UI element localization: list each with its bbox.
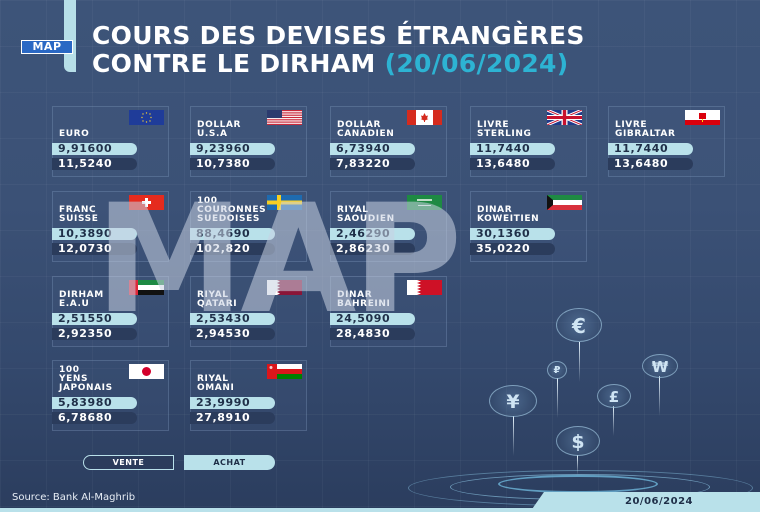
achat-value: 10,3890 xyxy=(52,228,137,240)
currency-card-riyal-omani: RIYAL OMANI 23,9990 27,8910 xyxy=(190,360,307,431)
source-label: Source: Bank Al-Maghrib xyxy=(12,492,136,503)
vente-value: 35,0220 xyxy=(470,243,555,255)
qatar-flag-icon xyxy=(267,280,302,295)
coin-stem xyxy=(557,378,558,418)
currency-card-couronnes-suedoises: 100 COURONNES SUEDOISES 88,4690 102,820 xyxy=(190,191,307,262)
map-logo: MAP xyxy=(21,40,73,54)
title-date: (20/06/2024) xyxy=(384,49,569,78)
achat-value: 11,7440 xyxy=(470,143,555,155)
coin-stem xyxy=(613,406,614,436)
vente-value: 7,83220 xyxy=(330,158,415,170)
usa-flag-icon xyxy=(267,110,302,125)
coin-stem xyxy=(577,455,578,475)
sweden-flag-icon xyxy=(267,195,302,210)
vente-value: 2,86230 xyxy=(330,243,415,255)
currency-name: RIYAL SAOUDIEN xyxy=(337,205,395,224)
achat-value: 23,9990 xyxy=(190,397,275,409)
footer-date: 20/06/2024 xyxy=(530,492,760,512)
currency-card-riyal-saoudien: RIYAL SAOUDIEN 2,46290 2,86230 xyxy=(330,191,447,262)
won-coin-icon: ₩ xyxy=(642,354,678,378)
japan-flag-icon xyxy=(129,364,164,379)
title-line-2-text: CONTRE LE DIRHAM xyxy=(92,49,376,78)
vente-value: 2,94530 xyxy=(190,328,275,340)
currency-card-dinar-bahreini: DINAR BAHREINI 24,5090 28,4830 xyxy=(330,276,447,347)
vente-value: 11,5240 xyxy=(52,158,137,170)
legend-achat: ACHAT xyxy=(184,455,275,470)
coin-stem xyxy=(579,342,580,382)
achat-value: 5,83980 xyxy=(52,397,137,409)
page-title: COURS DES DEVISES ÉTRANGÈRES CONTRE LE D… xyxy=(92,22,585,78)
currency-card-riyal-qatari: RIYAL QATARI 2,53430 2,94530 xyxy=(190,276,307,347)
currency-name: RIYAL QATARI xyxy=(197,290,238,309)
vente-value: 27,8910 xyxy=(190,412,275,424)
currency-name: 100 COURONNES SUEDOISES xyxy=(197,196,267,224)
achat-value: 2,46290 xyxy=(330,228,415,240)
currency-card-dinar-koweitien: DINAR KOWEITIEN 30,1360 35,0220 xyxy=(470,191,587,262)
vente-value: 2,92350 xyxy=(52,328,137,340)
bahrain-flag-icon xyxy=(407,280,442,295)
achat-value: 2,53430 xyxy=(190,313,275,325)
currency-name: DINAR BAHREINI xyxy=(337,290,391,309)
currency-card-dollar-usa: DOLLAR U.S.A 9,23960 10,7380 xyxy=(190,106,307,177)
currency-card-dirham-eau: DIRHAM E.A.U 2,51550 2,92350 xyxy=(52,276,169,347)
currency-name: FRANC SUISSE xyxy=(59,205,99,224)
title-line-1: COURS DES DEVISES ÉTRANGÈRES xyxy=(92,21,585,50)
kuwait-flag-icon xyxy=(547,195,582,210)
vente-value: 12,0730 xyxy=(52,243,137,255)
currency-name: RIYAL OMANI xyxy=(197,374,235,393)
dollar-coin-icon: $ xyxy=(556,426,600,456)
achat-value: 88,4690 xyxy=(190,228,275,240)
header-accent-bar xyxy=(64,0,76,72)
achat-value: 9,91600 xyxy=(52,143,137,155)
currency-card-livre-sterling: LIVRE STERLING 11,7440 13,6480 xyxy=(470,106,587,177)
title-line-2: CONTRE LE DIRHAM (20/06/2024) xyxy=(92,50,585,78)
oman-flag-icon xyxy=(267,364,302,379)
platform-ring-inner xyxy=(498,475,658,493)
euro-coin-icon: € xyxy=(556,308,602,342)
switzerland-flag-icon xyxy=(129,195,164,210)
vente-value: 13,6480 xyxy=(470,158,555,170)
currency-name: EURO xyxy=(59,129,90,139)
achat-value: 6,73940 xyxy=(330,143,415,155)
legend-vente: VENTE xyxy=(83,455,174,470)
vente-value: 102,820 xyxy=(190,243,275,255)
uk-flag-icon xyxy=(547,110,582,125)
achat-value: 11,7440 xyxy=(608,143,693,155)
vente-value: 10,7380 xyxy=(190,158,275,170)
currency-card-dollar-canadien: DOLLAR CANADIEN 6,73940 7,83220 xyxy=(330,106,447,177)
canada-flag-icon xyxy=(407,110,442,125)
currency-card-yens-japonais: 100 YENS JAPONAIS 5,83980 6,78680 xyxy=(52,360,169,431)
currency-name: DOLLAR CANADIEN xyxy=(337,120,395,139)
saudi-flag-icon xyxy=(407,195,442,210)
currency-card-livre-gibraltar: LIVRE GIBRALTAR 11,7440 13,6480 xyxy=(608,106,725,177)
currency-name: LIVRE GIBRALTAR xyxy=(615,120,676,139)
yen-coin-icon: ¥ xyxy=(489,385,537,417)
achat-value: 30,1360 xyxy=(470,228,555,240)
vente-value: 28,4830 xyxy=(330,328,415,340)
currency-name: LIVRE STERLING xyxy=(477,120,532,139)
currency-name: DOLLAR U.S.A xyxy=(197,120,242,139)
bottom-band xyxy=(0,508,760,512)
ruble-coin-icon: ₽ xyxy=(547,361,567,379)
currency-name: 100 YENS JAPONAIS xyxy=(59,365,113,393)
achat-value: 9,23960 xyxy=(190,143,275,155)
vente-value: 13,6480 xyxy=(608,158,693,170)
pound-coin-icon: £ xyxy=(597,384,631,408)
currency-name: DINAR KOWEITIEN xyxy=(477,205,540,224)
coin-stem xyxy=(659,376,660,416)
eu-flag-icon xyxy=(129,110,164,125)
coin-stem xyxy=(513,416,514,456)
achat-value: 24,5090 xyxy=(330,313,415,325)
gibraltar-flag-icon xyxy=(685,110,720,125)
currency-card-franc-suisse: FRANC SUISSE 10,3890 12,0730 xyxy=(52,191,169,262)
currency-card-euro: EURO 9,91600 11,5240 xyxy=(52,106,169,177)
achat-value: 2,51550 xyxy=(52,313,137,325)
vente-value: 6,78680 xyxy=(52,412,137,424)
uae-flag-icon xyxy=(129,280,164,295)
currency-name: DIRHAM E.A.U xyxy=(59,290,104,309)
